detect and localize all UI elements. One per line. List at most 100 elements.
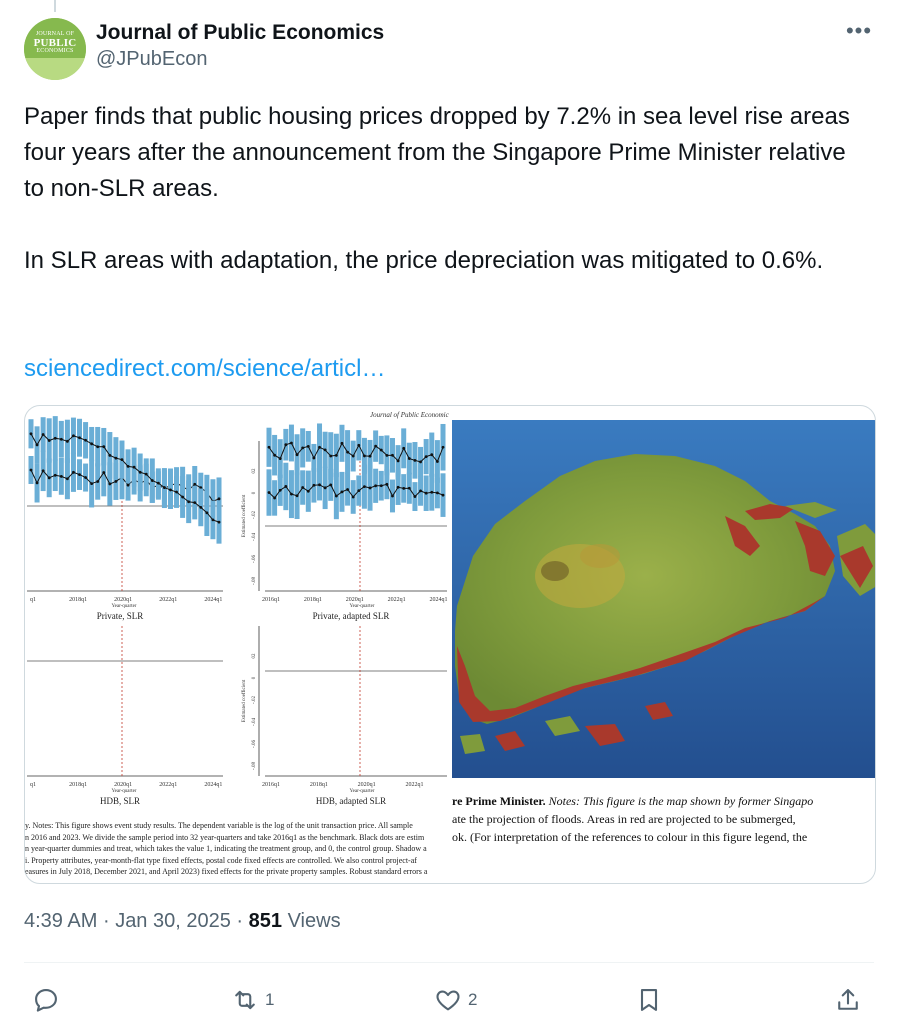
share-button[interactable]	[834, 978, 862, 1022]
estimate-point	[424, 455, 428, 459]
estimate-point	[441, 445, 445, 449]
estimate-point	[374, 484, 378, 488]
estimate-point	[199, 486, 203, 490]
estimate-point	[217, 520, 221, 524]
estimate-point	[114, 480, 118, 483]
estimate-point	[169, 488, 172, 492]
estimate-point	[193, 501, 197, 505]
x-tick-label: q1	[30, 597, 36, 603]
estimate-point	[132, 465, 136, 469]
estimate-point	[402, 487, 406, 490]
estimate-point	[205, 511, 209, 515]
estimate-point	[419, 489, 422, 493]
estimate-point	[120, 458, 124, 462]
estimate-point	[407, 457, 411, 460]
estimate-point	[65, 439, 69, 443]
views-label: Views	[287, 910, 341, 932]
estimate-point	[102, 471, 106, 474]
estimate-point	[90, 442, 94, 446]
estimate-point	[35, 481, 39, 485]
x-tick-label: 2020q1	[114, 782, 132, 788]
bookmark-icon	[640, 989, 658, 1011]
estimate-point	[407, 486, 411, 490]
y-tick-label: -.02	[252, 511, 257, 519]
avatar[interactable]: JOURNAL OF PUBLIC ECONOMICS	[24, 18, 86, 80]
estimate-point	[346, 450, 349, 454]
estimate-point	[435, 460, 439, 463]
estimate-point	[199, 505, 203, 509]
estimate-point	[385, 453, 389, 457]
estimate-point	[323, 486, 327, 490]
estimate-point	[96, 445, 100, 449]
tweet-meta: 4:39 AM · Jan 30, 2025 · 851 Views	[24, 910, 341, 932]
more-options-icon[interactable]: •••	[845, 18, 873, 43]
x-tick-label: 2022q1	[159, 597, 177, 603]
estimate-point	[290, 492, 293, 496]
estimate-point	[318, 483, 321, 487]
x-tick-label: 2022q1	[406, 782, 424, 788]
y-tick-label: -.06	[252, 555, 257, 563]
estimate-point	[351, 495, 355, 499]
estimate-point	[284, 485, 288, 488]
estimate-point	[329, 454, 333, 458]
article-link[interactable]: sciencedirect.com/science/articl…	[24, 355, 386, 382]
estimate-point	[396, 485, 400, 489]
attached-image[interactable]: q1 2018q1 2020q1 2022q1 2024q1 Year-quarter Pr…	[24, 405, 876, 884]
y-tick-label: -.02	[252, 696, 257, 704]
like-button[interactable]: 2	[434, 978, 477, 1022]
estimate-point	[217, 497, 221, 501]
estimate-line	[268, 483, 444, 499]
estimate-point	[340, 441, 344, 445]
estimate-point	[419, 460, 422, 464]
y-tick-label: 02	[252, 468, 257, 474]
estimate-point	[334, 453, 338, 457]
author-handle[interactable]: @JPubEcon	[96, 48, 208, 70]
estimate-point	[430, 490, 434, 494]
estimate-point	[211, 518, 215, 522]
estimate-point	[323, 448, 327, 452]
estimate-point	[175, 490, 178, 494]
caption-line: ok. (For interpretation of the reference…	[452, 830, 808, 844]
y-tick-label: -.06	[252, 740, 257, 748]
estimate-point	[108, 482, 112, 486]
estimate-point	[96, 480, 100, 483]
estimate-point	[368, 486, 372, 490]
estimate-point	[29, 432, 33, 436]
retweet-button[interactable]: 1	[231, 978, 274, 1022]
estimate-point	[351, 454, 355, 458]
estimate-point	[102, 445, 106, 449]
views-count: 851	[248, 910, 283, 932]
reply-icon	[35, 989, 57, 1012]
x-tick-label: 2016q1	[262, 782, 280, 788]
retweet-icon	[235, 990, 255, 1010]
bookmark-button[interactable]	[635, 978, 663, 1022]
x-tick-label: 2018q1	[69, 597, 87, 603]
estimate-point	[108, 453, 112, 457]
x-tick-label: 2022q1	[388, 597, 406, 603]
estimate-point	[181, 495, 185, 499]
estimate-point	[138, 470, 142, 474]
caption-line: easures in July 2018, December 2021, and…	[25, 867, 428, 876]
estimate-point	[430, 453, 434, 457]
estimate-point	[374, 444, 378, 448]
x-axis-label: Year-quarter	[112, 604, 137, 609]
estimate-point	[379, 448, 383, 452]
tweet-date[interactable]: Jan 30, 2025	[115, 910, 231, 932]
estimate-point	[413, 458, 417, 462]
tweet-time[interactable]: 4:39 AM	[24, 910, 98, 932]
estimate-point	[363, 485, 366, 488]
heart-icon	[436, 990, 460, 1011]
estimate-point	[312, 483, 316, 487]
y-axis-label: Estimated coefficient	[242, 494, 247, 537]
reply-button[interactable]	[32, 978, 60, 1022]
author-display-name[interactable]: Journal of Public Economics	[96, 21, 385, 44]
estimate-point	[402, 446, 406, 450]
y-tick-label: -.04	[252, 533, 257, 541]
estimate-point	[156, 481, 160, 485]
x-axis-label: Year-quarter	[112, 789, 137, 794]
x-tick-label: 2018q1	[310, 782, 328, 788]
estimate-point	[306, 444, 310, 448]
x-tick-label: 2024q1	[429, 597, 447, 603]
estimate-point	[41, 469, 45, 473]
x-tick-label: 2018q1	[69, 782, 87, 788]
